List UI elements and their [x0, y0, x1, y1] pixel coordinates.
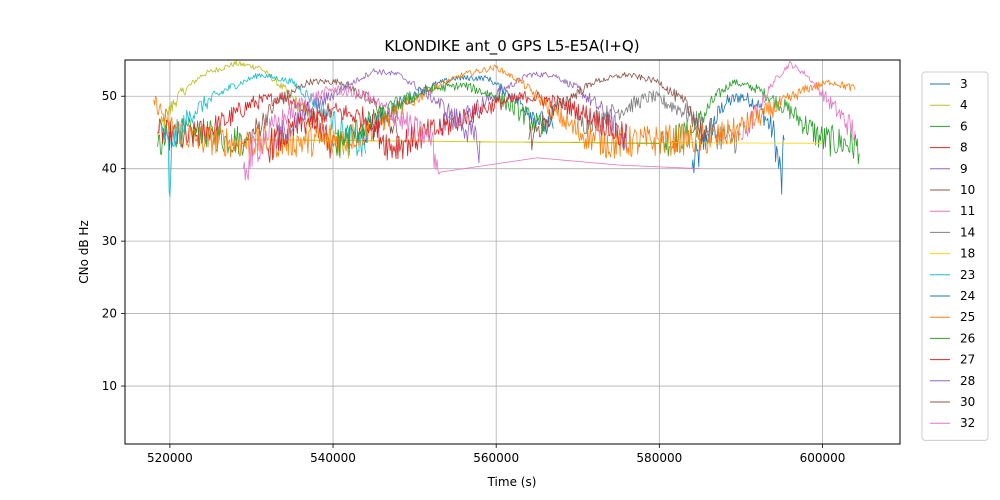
legend-label: 4	[960, 98, 968, 112]
chart-title: KLONDIKE ant_0 GPS L5-E5A(I+Q)	[384, 37, 639, 56]
series-line-28	[275, 68, 481, 164]
series-line-30	[528, 72, 709, 151]
legend-label: 28	[960, 374, 975, 388]
ticks: 520000 540000 560000 580000 600000 10 20 30 40 50	[102, 89, 846, 465]
legend-label: 3	[960, 77, 968, 91]
x-tick-label: 520000	[147, 451, 193, 465]
series-line-32	[242, 85, 701, 181]
series-line-10	[242, 78, 399, 151]
y-tick-label: 50	[102, 89, 117, 103]
y-tick-label: 20	[102, 307, 117, 321]
series-line-23	[161, 73, 367, 198]
series-line-9	[438, 71, 628, 151]
x-tick-label: 540000	[310, 451, 356, 465]
legend-label: 25	[960, 310, 975, 324]
series-line-25	[153, 64, 856, 159]
x-tick-label: 600000	[800, 451, 846, 465]
y-tick-label: 10	[102, 379, 117, 393]
x-tick-label: 580000	[636, 451, 682, 465]
series-line-14	[577, 90, 742, 154]
y-tick-label: 30	[102, 234, 117, 248]
plot-frame	[124, 59, 901, 445]
legend-label: 26	[960, 331, 975, 345]
legend-label: 32	[960, 416, 975, 430]
legend-label: 30	[960, 395, 975, 409]
legend-label: 23	[960, 268, 975, 282]
series-line-3	[691, 92, 785, 195]
legend-label: 8	[960, 141, 968, 155]
series-line-11	[740, 60, 856, 141]
legend-label: 18	[960, 247, 975, 261]
x-tick-label: 560000	[473, 451, 519, 465]
series-line-27	[267, 91, 628, 163]
legend-label: 27	[960, 353, 975, 367]
legend-label: 24	[960, 289, 975, 303]
legend-label: 11	[960, 204, 975, 218]
legend-label: 6	[960, 119, 968, 133]
legend: 3 4 6 8 9 10 11 14 18 23 24 25 26 27 28 30 32	[921, 71, 989, 441]
y-axis-title: CNo dB Hz	[77, 220, 91, 284]
legend-label: 14	[960, 225, 975, 239]
y-tick-label: 40	[102, 162, 117, 176]
x-axis-title: Time (s)	[487, 475, 537, 489]
legend-label: 10	[960, 183, 975, 197]
legend-box	[921, 71, 989, 441]
grid	[125, 60, 900, 444]
series-line-26	[332, 82, 546, 159]
legend-label: 9	[960, 162, 968, 176]
series-layer	[153, 60, 860, 198]
